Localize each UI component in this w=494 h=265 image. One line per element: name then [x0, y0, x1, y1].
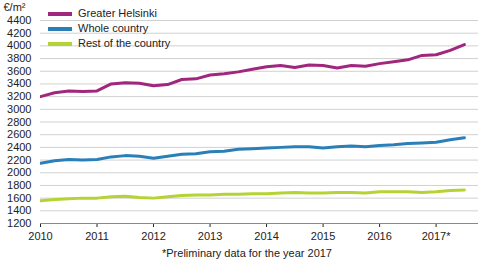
svg-text:3600: 3600 — [7, 65, 31, 77]
svg-text:3200: 3200 — [7, 90, 31, 102]
svg-text:4000: 4000 — [7, 39, 31, 51]
html-text:Rest of the country: Rest of the country — [78, 37, 171, 49]
svg-text:2013: 2013 — [198, 230, 222, 242]
html-text:*Preliminary data for the year: *Preliminary data for the year 2017 — [162, 247, 332, 259]
html-text:Greater Helsinki: Greater Helsinki — [78, 7, 157, 19]
svg-text:4200: 4200 — [7, 27, 31, 39]
svg-text:4400: 4400 — [7, 14, 31, 26]
svg-text:2000: 2000 — [7, 166, 31, 178]
svg-text:1200: 1200 — [7, 217, 31, 229]
svg-text:2600: 2600 — [7, 128, 31, 140]
svg-text:1600: 1600 — [7, 192, 31, 204]
svg-text:2800: 2800 — [7, 116, 31, 128]
svg-text:2016: 2016 — [367, 230, 391, 242]
svg-text:1400: 1400 — [7, 204, 31, 216]
svg-text:2011: 2011 — [85, 230, 109, 242]
svg-text:3400: 3400 — [7, 77, 31, 89]
svg-text:2012: 2012 — [141, 230, 165, 242]
svg-text:2017*: 2017* — [422, 230, 451, 242]
svg-text:2400: 2400 — [7, 141, 31, 153]
svg-text:€/m²: €/m² — [4, 1, 26, 13]
svg-text:2200: 2200 — [7, 154, 31, 166]
svg-text:1800: 1800 — [7, 179, 31, 191]
html-text:Whole country: Whole country — [78, 22, 149, 34]
svg-text:2010: 2010 — [28, 230, 52, 242]
svg-text:2015: 2015 — [311, 230, 335, 242]
svg-text:3800: 3800 — [7, 52, 31, 64]
svg-text:3000: 3000 — [7, 103, 31, 115]
svg-text:2014: 2014 — [254, 230, 278, 242]
